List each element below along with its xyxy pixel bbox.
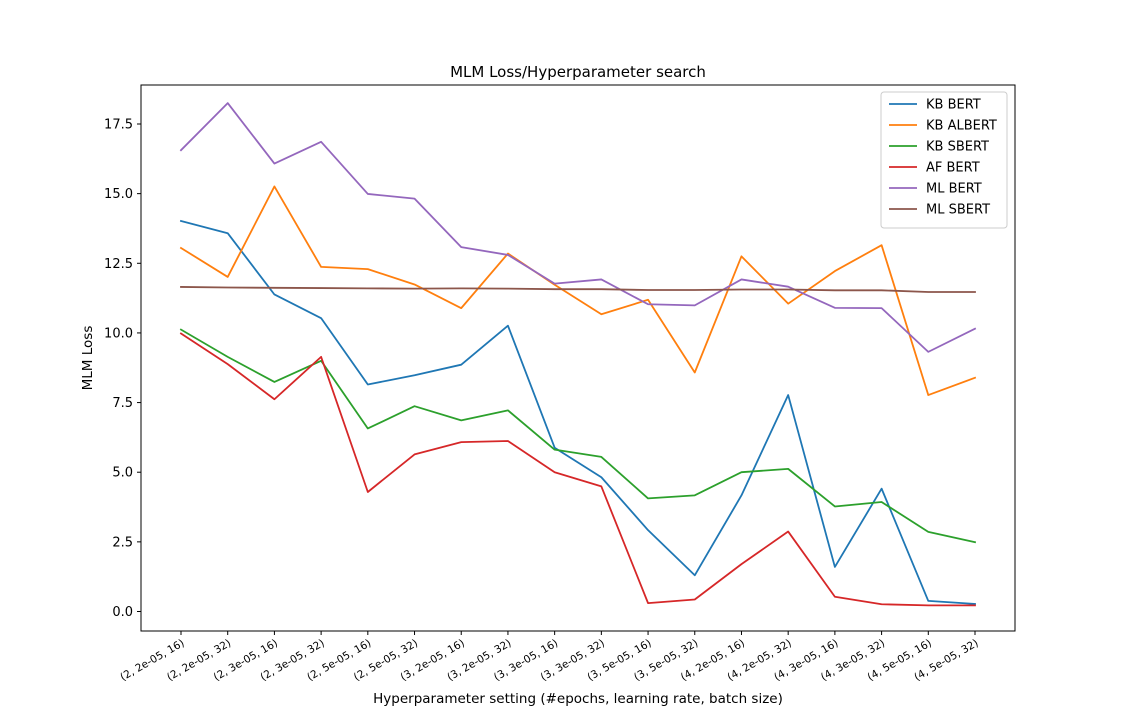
legend: KB BERT KB ALBERT KB SBERT AF BERT ML BERT ML… [880,91,1008,229]
legend-label-af-bert: AF BERT [926,161,980,176]
legend-box [880,91,1008,229]
series-line-kb-bert [179,219,976,605]
y-axis-label: MLM Loss [80,326,96,391]
y-tick-label: 15.0 [104,187,133,202]
series-line-af-bert [179,332,976,607]
series-line-kb-albert [179,185,977,396]
y-tick-label: 10.0 [104,326,133,341]
y-tick-label: 7.5 [112,396,133,411]
chart-title: MLM Loss/Hyperparameter search [450,63,706,81]
x-axis-label: Hyperparameter setting (#epochs, learnin… [373,691,783,707]
y-tick-label: 0.0 [112,605,133,620]
y-tick-label: 17.5 [104,118,133,133]
y-tick-label: 12.5 [104,257,133,272]
legend-label-ml-bert: ML BERT [926,182,982,197]
plot-frame [140,84,1016,632]
series-line-ml-bert [179,102,977,353]
legend-label-kb-bert: KB BERT [926,98,981,113]
legend-label-kb-sbert: KB SBERT [926,140,989,155]
y-tick-label: 5.0 [112,466,133,481]
y-tick-label: 2.5 [112,535,133,550]
legend-label-ml-sbert: ML SBERT [926,203,990,218]
legend-label-kb-albert: KB ALBERT [926,119,997,134]
series-line-ml-sbert [180,286,976,293]
